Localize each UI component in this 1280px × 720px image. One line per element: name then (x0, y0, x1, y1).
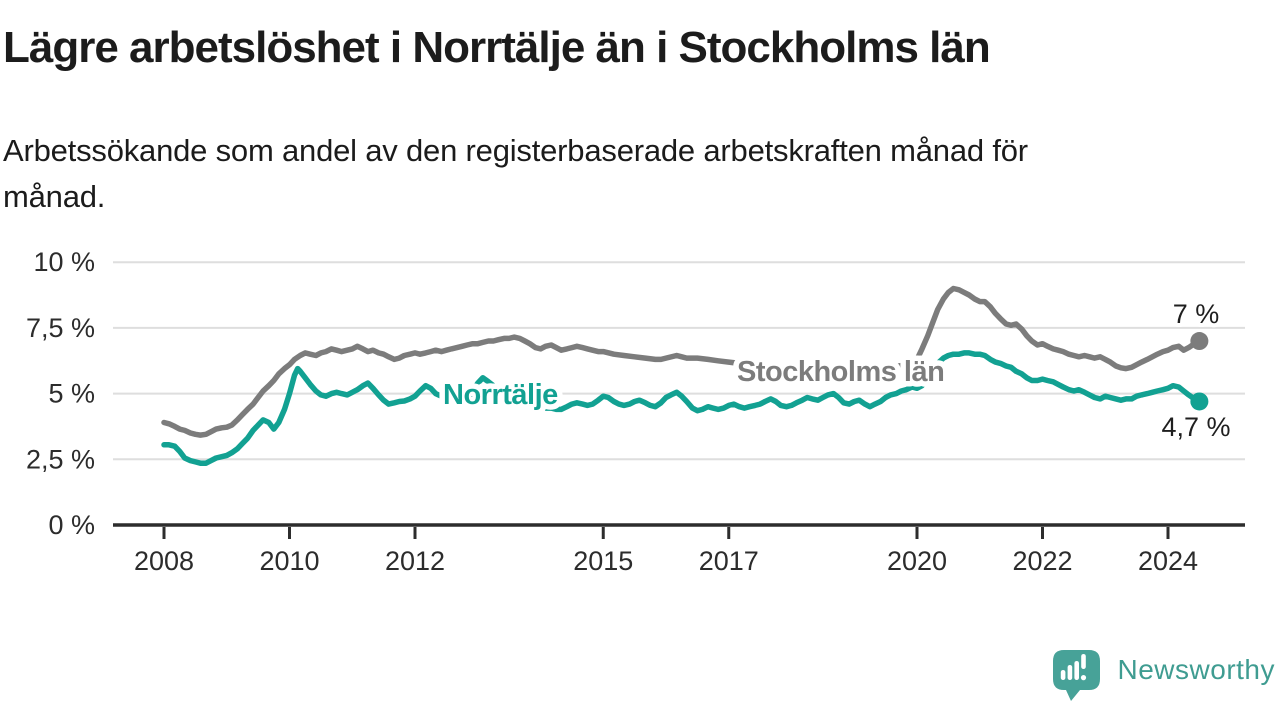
chart-subtitle: Arbetssökande som andel av den registerb… (3, 128, 1028, 220)
series-label-norrtalje: Norrtälje (443, 379, 558, 411)
logo-exclamation-dot (1080, 675, 1087, 681)
series-label-stockholms-lan: Stockholms län (737, 356, 944, 388)
newsworthy-logo-text: Newsworthy (1117, 654, 1275, 685)
y-axis-label: 10 % (33, 247, 95, 277)
series-end-dot-norrtalje (1190, 392, 1209, 411)
logo-bar-2 (1067, 665, 1073, 680)
logo-bar-1 (1060, 670, 1066, 680)
series-end-dot-stockholms-lan (1190, 332, 1209, 351)
page-title: Lägre arbetslöshet i Norrtälje än i Stoc… (3, 23, 991, 72)
x-axis-label: 2008 (134, 546, 194, 576)
y-axis-label: 0 % (48, 510, 95, 540)
chart-subtitle-line2: månad. (3, 179, 106, 214)
x-axis-label: 2010 (259, 546, 319, 576)
chart-subtitle-line1: Arbetssökande som andel av den registerb… (3, 133, 1028, 168)
series-end-label-norrtalje: 4,7 % (1161, 412, 1230, 442)
series-end-label-stockholms-lan: 7 % (1173, 299, 1220, 329)
newsworthy-logo-icon (1053, 650, 1100, 701)
y-axis-label: 2,5 % (26, 444, 95, 474)
x-axis-label: 2022 (1012, 546, 1072, 576)
logo-exclamation-bar (1081, 654, 1086, 669)
logo-bar-3 (1074, 661, 1079, 680)
x-axis-label: 2024 (1138, 546, 1198, 576)
series-line-norrtalje (161, 350, 1203, 466)
x-axis-label: 2012 (385, 546, 445, 576)
x-axis-label: 2020 (887, 546, 947, 576)
series-line-stockholms-lan (161, 285, 1203, 438)
x-axis-label: 2017 (699, 546, 759, 576)
x-axis-label: 2015 (573, 546, 633, 576)
y-axis-label: 7,5 % (26, 313, 95, 343)
y-axis-label: 5 % (48, 379, 95, 409)
